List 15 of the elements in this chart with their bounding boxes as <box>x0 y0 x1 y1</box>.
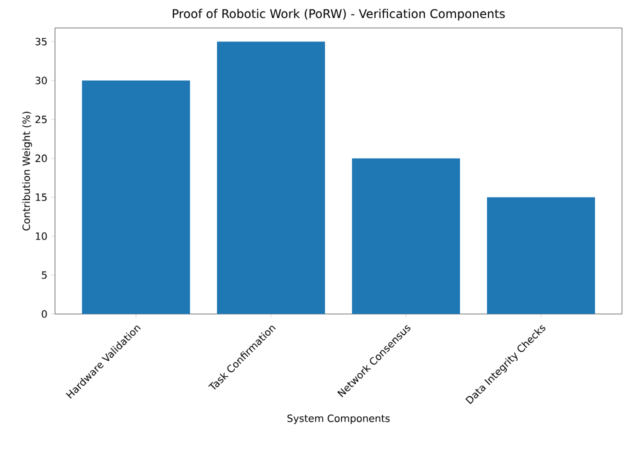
bar <box>82 80 190 314</box>
y-tick-label: 10 <box>36 232 47 240</box>
y-tick-label: 25 <box>36 116 47 124</box>
y-tick-label: 15 <box>36 194 47 201</box>
y-tick-label: 30 <box>36 76 47 84</box>
y-axis-title: Contribution Weight (%) <box>22 112 32 230</box>
y-tick-label: 0 <box>42 310 47 318</box>
x-axis-title: System Components <box>287 414 390 424</box>
chart-title: Proof of Robotic Work (PoRW) - Verification Components <box>172 8 505 20</box>
y-tick-label: 5 <box>42 271 47 279</box>
y-tick-label: 20 <box>36 154 47 162</box>
bar <box>352 158 460 314</box>
bar <box>217 42 326 314</box>
bar <box>487 197 596 314</box>
y-tick-label: 35 <box>36 38 47 46</box>
